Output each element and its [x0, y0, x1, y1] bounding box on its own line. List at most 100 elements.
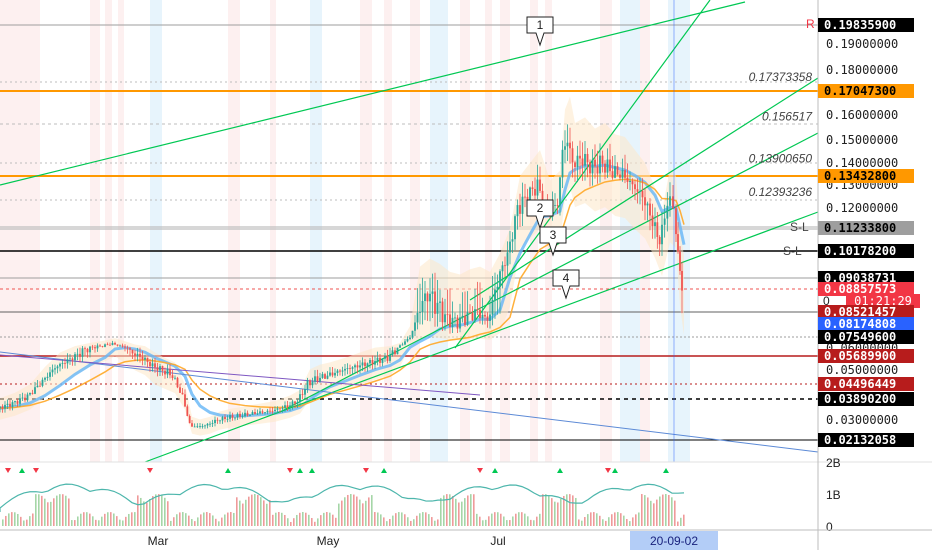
price-tick-label: 0.03000000 [826, 413, 898, 427]
volume-bar [158, 494, 160, 526]
volume-bar [572, 495, 574, 526]
price-tick-label: 0.12000000 [826, 201, 898, 215]
volume-bar [71, 520, 73, 526]
volume-bar [143, 501, 145, 526]
price-tag-text: 0.05689900 [824, 349, 896, 363]
volume-bar [89, 513, 91, 526]
volume-bar [587, 514, 589, 526]
candle-body [594, 159, 596, 167]
volume-bar [275, 512, 277, 526]
candle-body [29, 392, 31, 395]
candle-body [586, 153, 589, 163]
timer-icon [846, 294, 920, 308]
trendline-support [144, 211, 819, 463]
volume-bar [662, 494, 664, 526]
red-session-stripe [600, 0, 612, 462]
volume-bar [416, 515, 418, 526]
side-label-sl-1: S-L [790, 220, 809, 234]
candle-body [336, 370, 339, 373]
candle-body [296, 401, 299, 404]
volume-bar [74, 520, 76, 526]
candle-body [269, 410, 271, 412]
volume-bar [626, 519, 628, 526]
candle-body [44, 377, 46, 380]
candle-body [658, 236, 661, 245]
candle-body [191, 423, 193, 427]
candle-body [666, 205, 669, 219]
candle-body [79, 353, 81, 357]
price-tag: 0.05689900 [818, 349, 914, 363]
volume-bar [278, 512, 280, 526]
volume-bar [560, 498, 562, 526]
volume-bar [257, 494, 259, 526]
price-tick-label: 0.18000000 [826, 63, 898, 77]
candle-body [516, 205, 519, 217]
candle-body [256, 413, 259, 415]
volume-bar [221, 517, 223, 526]
volume-bar [476, 513, 478, 526]
volume-bar [227, 512, 229, 526]
candle-body [536, 179, 539, 196]
volume-bar [326, 512, 328, 526]
candle-body [401, 344, 404, 346]
candle-body [672, 196, 674, 209]
candle-body [459, 317, 461, 329]
price-tag-text: 0.08174808 [824, 317, 896, 331]
candle-body [64, 362, 66, 364]
candle-body [246, 412, 249, 416]
volume-bar [458, 502, 460, 526]
candle-body [226, 418, 229, 420]
volume-bar [650, 500, 652, 526]
candle-body [374, 361, 376, 365]
volume-bar [59, 494, 61, 526]
candle-body [469, 312, 471, 314]
candle-body [636, 189, 639, 192]
candle-body [54, 368, 56, 370]
volume-bar [290, 521, 292, 526]
candle-body [66, 359, 69, 364]
volume-bar [680, 517, 682, 526]
candle-body [341, 370, 344, 372]
candle-body [96, 345, 99, 349]
volume-bar [260, 497, 262, 526]
candle-body [554, 205, 556, 206]
volume-bar [482, 520, 484, 526]
candle-body [436, 302, 439, 314]
candle-body [196, 426, 199, 428]
volume-bar [38, 494, 40, 526]
candle-body [564, 146, 566, 150]
candle-body [571, 148, 574, 163]
candle-body [176, 377, 179, 388]
volume-bar [653, 503, 655, 526]
volume-bar [509, 520, 511, 526]
candle-body [461, 315, 464, 318]
price-axis-tags[interactable]: 0.19835900 0.17047300 0.13432800 0.11233800… [818, 18, 920, 447]
volume-bar [194, 521, 196, 526]
fib-labels: 0.17373358 0.156517 0.13900650 0.12393236 [749, 70, 814, 199]
marker-label: 3 [550, 228, 557, 242]
candle-body [471, 312, 474, 321]
candle-body [366, 363, 369, 367]
candle-body [651, 215, 654, 227]
volume-bar [407, 517, 409, 526]
volume-bar [68, 498, 70, 526]
volume-bar [65, 495, 67, 526]
volume-bar [428, 514, 430, 526]
callout-markers[interactable]: 1 23 4 [526, 16, 580, 300]
volume-bar [548, 495, 550, 526]
volume-bar [119, 519, 121, 526]
candle-body [556, 205, 559, 206]
candle-body [371, 359, 374, 365]
candle-body [126, 347, 129, 349]
candle-body [599, 155, 601, 174]
horizontal-levels [0, 24, 818, 441]
candle-body [51, 369, 54, 373]
candle-body [179, 387, 181, 393]
volume-bar [272, 514, 274, 526]
volume-bar [551, 498, 553, 526]
candle-body [441, 301, 444, 323]
price-tag-bg [818, 392, 914, 406]
candle-body [451, 317, 454, 328]
price-tag: 0.17047300 [818, 84, 914, 98]
